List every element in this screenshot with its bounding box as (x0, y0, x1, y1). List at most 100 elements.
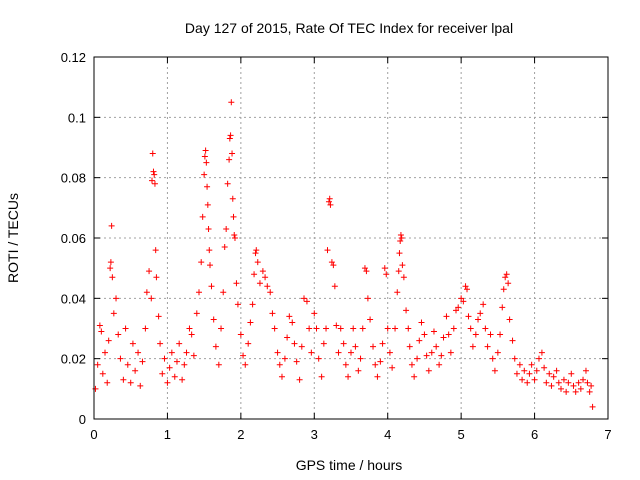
data-point (462, 283, 469, 290)
data-point (333, 322, 340, 329)
data-point (166, 364, 173, 371)
data-point (212, 343, 219, 350)
data-point (352, 343, 359, 350)
data-point (262, 274, 269, 281)
data-point (237, 331, 244, 338)
data-point (109, 274, 116, 281)
data-point (129, 340, 136, 347)
data-point (340, 340, 347, 347)
data-point (124, 361, 131, 368)
data-point (509, 337, 516, 344)
data-point (318, 373, 325, 380)
data-point (231, 235, 238, 241)
data-point (201, 153, 208, 160)
data-point (531, 376, 538, 383)
data-point (342, 361, 349, 368)
data-point (259, 268, 266, 275)
x-tick-label: 3 (311, 427, 318, 442)
data-point (278, 373, 285, 380)
data-point (403, 307, 410, 314)
data-point (228, 99, 235, 106)
data-point (152, 247, 159, 254)
data-point (359, 325, 366, 332)
data-point (480, 301, 487, 308)
x-tick-label: 6 (531, 427, 538, 442)
data-point (381, 265, 388, 272)
data-point (218, 325, 225, 332)
data-point (276, 361, 283, 368)
data-point (320, 340, 327, 347)
data-point (397, 238, 404, 245)
data-point (198, 259, 205, 266)
data-point (580, 376, 587, 383)
data-point (137, 382, 144, 389)
data-point (208, 283, 215, 290)
data-point (207, 262, 214, 269)
data-point (183, 349, 190, 356)
data-point (311, 310, 318, 317)
data-point (487, 331, 494, 338)
data-point (96, 322, 103, 329)
data-point (482, 325, 489, 332)
data-point (546, 370, 553, 377)
data-point (423, 352, 430, 359)
data-point (204, 183, 211, 190)
data-point (224, 180, 231, 187)
data-point (181, 361, 188, 368)
data-point (221, 244, 228, 251)
y-tick-label: 0.08 (61, 171, 86, 186)
y-tick-label: 0.1 (68, 110, 86, 125)
data-point (229, 195, 236, 202)
y-axis-label: ROTI / TECUs (5, 193, 21, 283)
data-point (107, 265, 114, 272)
data-point (256, 280, 263, 287)
data-point (289, 319, 296, 326)
data-point (586, 388, 593, 395)
data-point (161, 355, 168, 362)
data-point (149, 177, 156, 184)
data-point (575, 379, 582, 386)
data-point (267, 289, 274, 296)
data-point (157, 340, 164, 347)
data-point (475, 316, 482, 323)
data-point (122, 325, 129, 332)
data-point (234, 301, 241, 308)
chart-title: Day 127 of 2015, Rate Of TEC Index for r… (185, 20, 513, 36)
data-point (149, 150, 156, 157)
data-point (127, 379, 134, 386)
data-point (394, 289, 401, 296)
data-point (146, 268, 153, 275)
data-point (330, 262, 337, 269)
data-point (199, 213, 206, 220)
data-point (98, 328, 105, 335)
data-point (113, 295, 120, 302)
data-point (535, 355, 542, 362)
data-point (361, 265, 368, 272)
data-point (293, 358, 300, 365)
axis-ticks: 0 1 2 3 4 5 6 7 0 0.02 0.04 0.06 0.08 0.1 0.12 (61, 50, 612, 442)
data-point (438, 352, 445, 359)
data-point (151, 171, 158, 178)
data-point (553, 367, 560, 374)
data-point (233, 280, 240, 287)
data-point (155, 313, 162, 320)
data-point (392, 325, 399, 332)
data-point (186, 325, 193, 332)
data-point (104, 379, 111, 386)
data-point (355, 367, 362, 374)
data-point (242, 361, 249, 368)
data-point (550, 373, 557, 380)
data-point (323, 325, 330, 332)
y-tick-label: 0.06 (61, 231, 86, 246)
data-point (205, 225, 212, 232)
data-point (94, 361, 101, 368)
data-point (251, 271, 258, 278)
data-point (389, 364, 396, 371)
data-point (188, 331, 195, 338)
x-tick-label: 0 (90, 427, 97, 442)
data-point (196, 289, 203, 296)
data-point (315, 355, 322, 362)
data-point (428, 349, 435, 356)
data-point (335, 349, 342, 356)
data-point (396, 250, 403, 257)
